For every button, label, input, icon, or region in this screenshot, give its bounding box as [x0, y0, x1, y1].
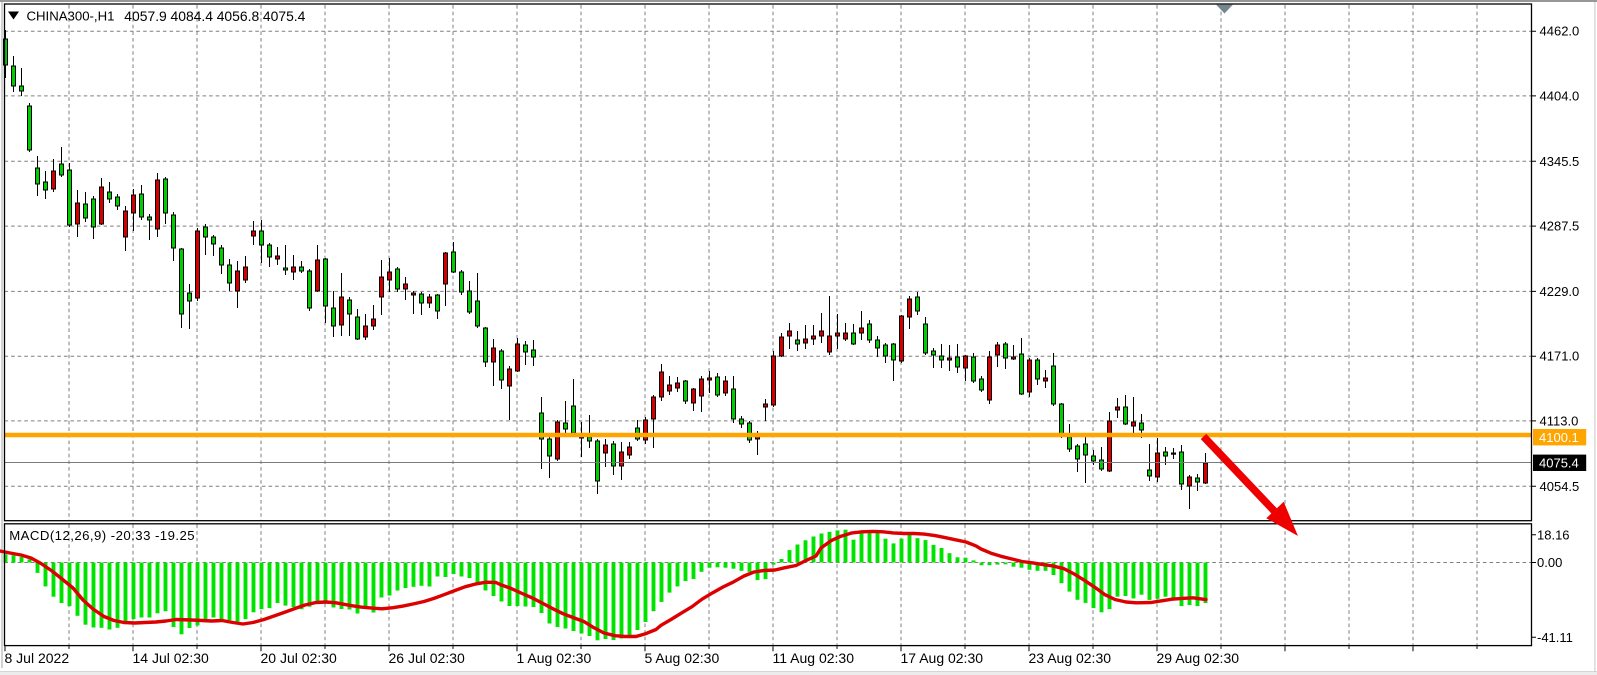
svg-text:29 Aug 02:30: 29 Aug 02:30	[1157, 650, 1240, 666]
svg-text:4404.0: 4404.0	[1540, 88, 1580, 103]
svg-text:20 Jul 02:30: 20 Jul 02:30	[261, 650, 337, 666]
svg-text:4171.0: 4171.0	[1540, 349, 1580, 364]
svg-text:1 Aug 02:30: 1 Aug 02:30	[517, 650, 592, 666]
svg-text:14 Jul 02:30: 14 Jul 02:30	[133, 650, 209, 666]
svg-text:4345.5: 4345.5	[1540, 154, 1580, 169]
svg-text:5 Aug 02:30: 5 Aug 02:30	[645, 650, 720, 666]
svg-text:26 Jul 02:30: 26 Jul 02:30	[389, 650, 465, 666]
svg-text:4056.8: 4056.8	[217, 8, 260, 24]
svg-text:23 Aug 02:30: 23 Aug 02:30	[1029, 650, 1112, 666]
svg-text:4462.0: 4462.0	[1540, 24, 1580, 39]
svg-text:4054.5: 4054.5	[1540, 479, 1580, 494]
svg-text:CHINA300-,H1: CHINA300-,H1	[27, 9, 115, 24]
svg-text:17 Aug 02:30: 17 Aug 02:30	[901, 650, 984, 666]
svg-text:4100.1: 4100.1	[1539, 430, 1579, 445]
svg-text:-41.11: -41.11	[1537, 630, 1573, 645]
svg-text:MACD(12,26,9) -20.33 -19.25: MACD(12,26,9) -20.33 -19.25	[9, 528, 195, 543]
svg-text:4113.0: 4113.0	[1540, 413, 1579, 428]
svg-text:4057.9: 4057.9	[124, 8, 167, 24]
svg-text:8 Jul 2022: 8 Jul 2022	[5, 650, 70, 666]
svg-text:4075.4: 4075.4	[1539, 455, 1579, 470]
svg-text:4229.0: 4229.0	[1540, 284, 1580, 299]
svg-text:4287.5: 4287.5	[1540, 219, 1580, 234]
svg-text:18.16: 18.16	[1537, 527, 1570, 542]
svg-text:11 Aug 02:30: 11 Aug 02:30	[773, 650, 855, 666]
svg-text:4084.4: 4084.4	[171, 8, 214, 24]
svg-text:4075.4: 4075.4	[263, 8, 306, 24]
svg-text:0.00: 0.00	[1537, 555, 1562, 570]
